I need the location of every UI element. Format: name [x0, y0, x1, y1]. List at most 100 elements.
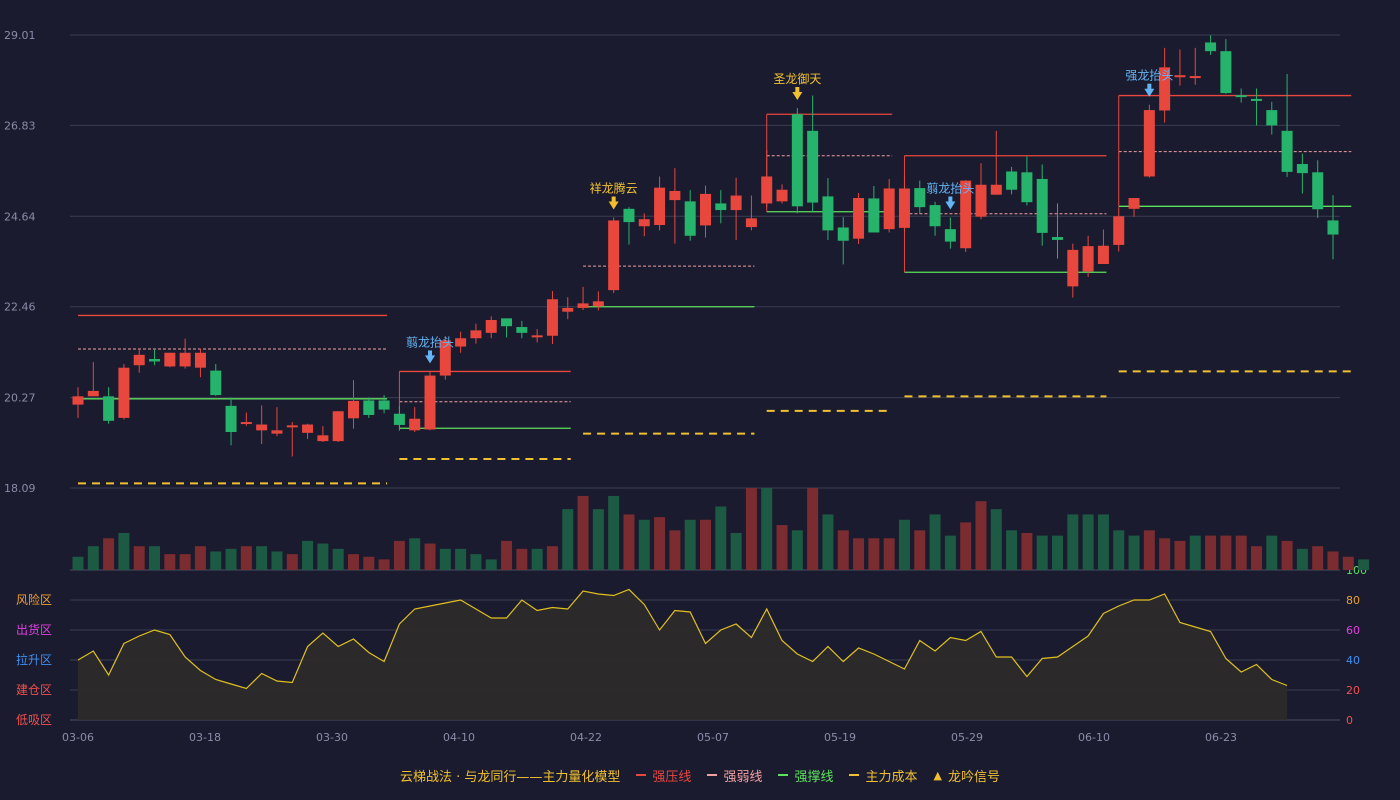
candle-body [1052, 237, 1064, 240]
volume-bar [194, 546, 206, 570]
candle-body [592, 301, 604, 307]
volume-bar [562, 509, 574, 570]
candle-body [562, 307, 574, 312]
legend-title: 云梯战法 · 与龙同行——主力量化模型 [400, 766, 620, 785]
volume-bar [1327, 551, 1339, 570]
candle-body [531, 335, 543, 338]
candle-body [332, 411, 344, 442]
candle-body [898, 188, 910, 228]
indicator-tick-label: 80 [1346, 594, 1360, 607]
x-tick-label: 03-06 [62, 731, 94, 744]
candle-body [179, 352, 191, 367]
candle-body [424, 375, 436, 430]
volume-bar [546, 546, 558, 570]
volume-bar [1342, 556, 1354, 570]
level-lines [78, 94, 1352, 485]
volume-bar [608, 495, 620, 570]
volume-bar [118, 532, 130, 570]
candle-body [1006, 171, 1018, 190]
volume-bar [210, 551, 222, 570]
signal-arrow [608, 201, 619, 210]
volume-bar [975, 501, 987, 570]
volume-bar [1189, 535, 1201, 570]
volume-bar [470, 554, 482, 570]
legend-item-press: 强压线 [636, 766, 691, 785]
candle-body [393, 413, 405, 425]
volume-bar [960, 522, 972, 570]
volume-bar [516, 548, 528, 570]
candle-body [608, 220, 620, 291]
candle-body [164, 352, 176, 367]
volume-bar [1143, 530, 1155, 570]
candle-body [1266, 110, 1278, 126]
candle-body [669, 190, 681, 201]
indicator-tick-label: 60 [1346, 624, 1360, 637]
legend-title-text: 云梯战法 · 与龙同行——主力量化模型 [400, 769, 621, 785]
candle-body [1113, 216, 1125, 245]
candle-body [853, 198, 865, 239]
volume-bar [807, 488, 819, 570]
volume-bar [240, 546, 252, 570]
candle-body [1067, 249, 1079, 287]
signal-arrow [425, 355, 436, 364]
candle-body [730, 195, 742, 211]
indicator-line [77, 588, 1288, 690]
candle-body [87, 390, 99, 397]
candle-body [1021, 172, 1033, 203]
candle-body [516, 327, 528, 333]
candle-body [745, 218, 757, 228]
candle-body [822, 196, 834, 231]
x-tick-label: 06-23 [1205, 731, 1237, 744]
volume-bar [347, 554, 359, 570]
volume-bar [868, 538, 880, 570]
candle-body [914, 188, 926, 208]
candle-body [1097, 245, 1109, 264]
volume-bar [700, 519, 711, 570]
volume-bar [485, 559, 497, 570]
x-tick-label: 05-29 [951, 731, 983, 744]
signal-arrow-stem [611, 196, 616, 203]
candle-body [975, 184, 987, 217]
volume-bar [1097, 514, 1109, 570]
volume-bar [103, 538, 115, 570]
volume-bar [1235, 535, 1247, 570]
indicator-panel [77, 588, 1288, 720]
signal-arrow-stem [795, 87, 800, 94]
y-tick-label: 24.64 [4, 210, 36, 223]
volume-bar [1159, 538, 1171, 570]
candle-body [1159, 67, 1171, 111]
volume-bar [1358, 559, 1370, 570]
legend-label: 强弱线 [723, 769, 763, 785]
candle-body [654, 187, 666, 225]
indicator-tick-label: 40 [1346, 654, 1360, 667]
volume-bar [393, 540, 405, 570]
volume-bar [638, 519, 650, 570]
volume-bar [853, 538, 865, 570]
volume-bar [1281, 540, 1293, 570]
volume-bar [898, 519, 910, 570]
candle-body [271, 430, 283, 434]
candle-body [210, 370, 222, 396]
volume-bar [791, 530, 803, 570]
candle-body [1296, 164, 1308, 174]
volume-bar [439, 548, 451, 570]
volume-bar [776, 525, 788, 570]
volume-bar [822, 514, 834, 570]
volume-bar [332, 548, 344, 570]
zone-label: 出货区 [16, 622, 52, 637]
x-tick-label: 06-10 [1078, 731, 1110, 744]
volume-bar [317, 543, 329, 570]
volume-bar [1128, 535, 1140, 570]
legend-item-signal: ▲ 龙吟信号 [933, 766, 999, 785]
volume-bar [1205, 535, 1217, 570]
legend-label: 龙吟信号 [947, 769, 1000, 785]
volume-bar [256, 546, 268, 570]
volume-bar [1067, 514, 1079, 570]
candle-body [1312, 172, 1324, 210]
x-tick-label: 05-07 [697, 731, 729, 744]
y-tick-label: 18.09 [4, 482, 36, 495]
volume-bar [363, 556, 375, 570]
volume-bar [87, 546, 99, 570]
x-tick-label: 03-18 [189, 731, 221, 744]
